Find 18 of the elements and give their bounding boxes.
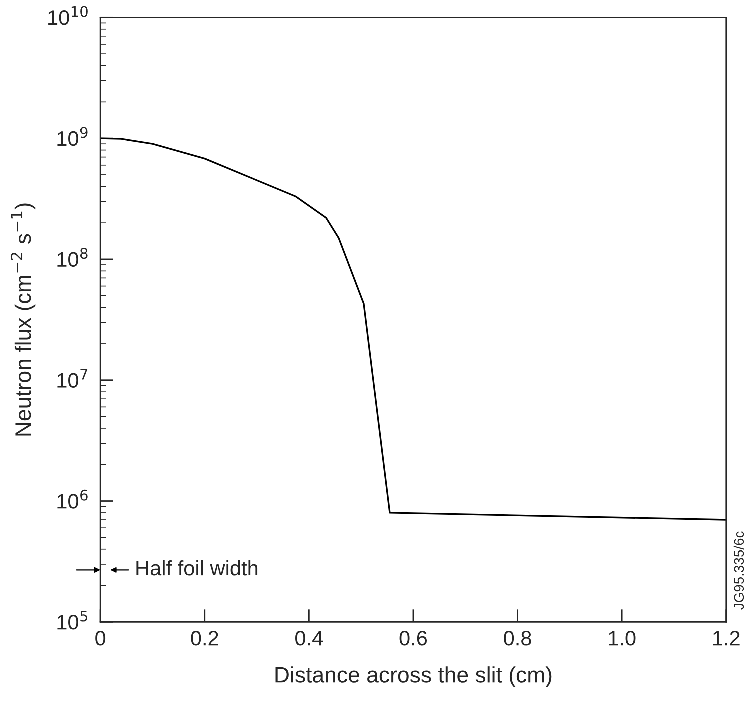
y-tick-label: 10$^{9}$ [58,127,88,146]
y-tick-label: 10$^{10}$ [48,6,88,26]
x-tick-label: 1.0 [609,631,636,646]
x-tick-label: 0.6 [400,631,428,646]
y-axis-title: Neutron flux (cm$^{−2}$ s$^{−1}$) [10,204,36,436]
x-tick-label: 0.8 [504,631,532,646]
text: JG95.335/6c [734,532,744,610]
x-axis-title: Distance across the slit (cm) [276,666,552,688]
annotation: Half foil width [136,560,258,576]
x-tick-label: 0 [96,631,106,646]
line-series [100,138,726,521]
x-tick-label: 0.4 [296,631,324,646]
y-tick-label: 10$^{8}$ [58,248,88,268]
y-tick-label: 10$^{6}$ [58,490,88,509]
y-tick-label: 10$^{7}$ [58,369,88,388]
y-tick-label: 10$^{5}$ [58,610,88,630]
x-tick-label: 0.2 [191,631,218,646]
x-tick-label: 1.2 [713,631,740,646]
